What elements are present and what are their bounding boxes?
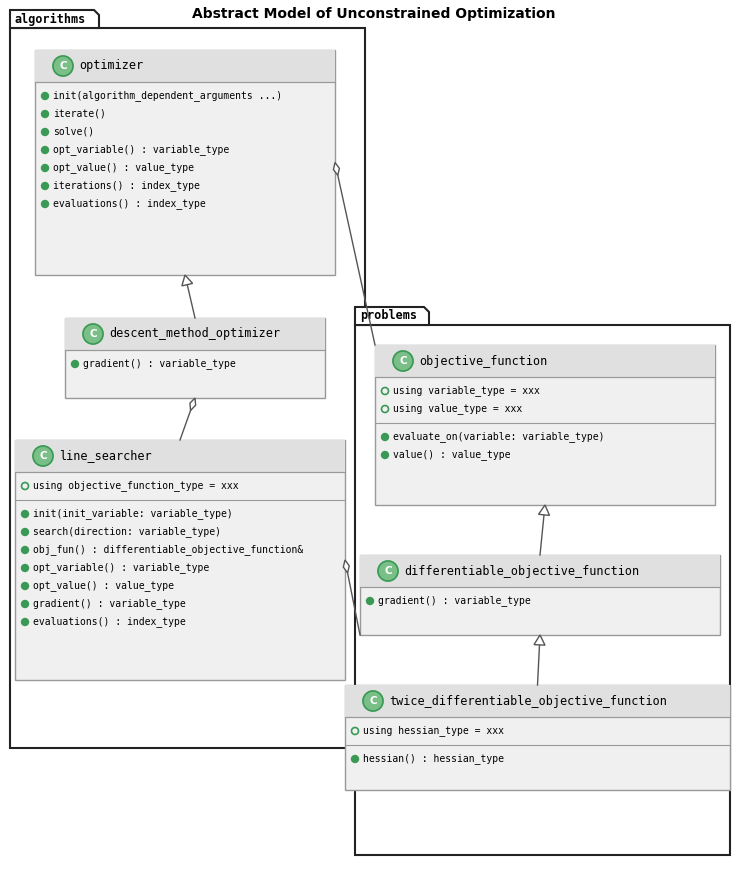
Bar <box>15 440 345 472</box>
Bar <box>375 345 715 377</box>
Circle shape <box>41 92 49 100</box>
Circle shape <box>41 201 49 207</box>
Text: Abstract Model of Unconstrained Optimization: Abstract Model of Unconstrained Optimiza… <box>192 7 556 21</box>
Bar <box>345 685 730 790</box>
Text: C: C <box>39 451 47 461</box>
Text: value() : value_type: value() : value_type <box>393 450 510 461</box>
Text: C: C <box>370 696 377 706</box>
Text: opt_value() : value_type: opt_value() : value_type <box>53 163 194 173</box>
Polygon shape <box>10 10 99 28</box>
Text: gradient() : variable_type: gradient() : variable_type <box>83 358 236 370</box>
Circle shape <box>363 691 383 711</box>
Circle shape <box>22 582 28 589</box>
Circle shape <box>22 565 28 572</box>
Polygon shape <box>355 307 429 325</box>
Bar <box>10 28 365 748</box>
Text: line_searcher: line_searcher <box>59 450 152 462</box>
Bar <box>345 685 730 717</box>
Text: descent_method_optimizer: descent_method_optimizer <box>109 327 280 340</box>
Text: obj_fun() : differentiable_objective_function&: obj_fun() : differentiable_objective_fun… <box>33 545 303 556</box>
Text: evaluations() : index_type: evaluations() : index_type <box>33 617 186 628</box>
Text: algorithms: algorithms <box>15 12 86 26</box>
Polygon shape <box>334 163 340 175</box>
Circle shape <box>33 446 53 466</box>
Polygon shape <box>190 398 196 411</box>
Circle shape <box>22 528 28 535</box>
Text: solve(): solve() <box>53 127 94 137</box>
Text: differentiable_objective_function: differentiable_objective_function <box>404 565 639 578</box>
Circle shape <box>381 434 388 441</box>
Bar <box>375 345 715 505</box>
Bar <box>15 440 345 680</box>
Circle shape <box>22 619 28 626</box>
Text: objective_function: objective_function <box>419 355 548 367</box>
Text: twice_differentiable_objective_function: twice_differentiable_objective_function <box>389 694 667 708</box>
Text: init(algorithm_dependent_arguments ...): init(algorithm_dependent_arguments ...) <box>53 91 282 101</box>
Bar <box>65 318 325 350</box>
Text: init(init_variable: variable_type): init(init_variable: variable_type) <box>33 509 233 519</box>
Text: C: C <box>384 566 392 576</box>
Text: optimizer: optimizer <box>79 60 143 73</box>
Polygon shape <box>182 275 192 286</box>
Text: using objective_function_type = xxx: using objective_function_type = xxx <box>33 481 239 492</box>
Circle shape <box>83 324 103 344</box>
Text: C: C <box>89 329 96 339</box>
Bar <box>360 555 720 587</box>
Circle shape <box>378 561 398 581</box>
Bar <box>355 325 730 855</box>
Text: problems: problems <box>360 309 417 323</box>
Circle shape <box>22 547 28 554</box>
Circle shape <box>352 756 358 763</box>
Circle shape <box>53 56 73 76</box>
Text: evaluations() : index_type: evaluations() : index_type <box>53 198 206 210</box>
Text: evaluate_on(variable: variable_type): evaluate_on(variable: variable_type) <box>393 431 604 443</box>
Text: search(direction: variable_type): search(direction: variable_type) <box>33 526 221 538</box>
Text: opt_variable() : variable_type: opt_variable() : variable_type <box>33 563 209 573</box>
Circle shape <box>393 351 413 371</box>
Circle shape <box>41 182 49 189</box>
Bar <box>35 50 335 82</box>
Text: gradient() : variable_type: gradient() : variable_type <box>33 598 186 610</box>
Circle shape <box>22 510 28 517</box>
Text: iterations() : index_type: iterations() : index_type <box>53 180 200 191</box>
Circle shape <box>72 361 79 367</box>
Text: opt_variable() : variable_type: opt_variable() : variable_type <box>53 145 229 156</box>
Bar <box>35 50 335 275</box>
Circle shape <box>41 164 49 172</box>
Text: C: C <box>399 356 407 366</box>
Text: using value_type = xxx: using value_type = xxx <box>393 404 522 414</box>
Polygon shape <box>343 560 349 573</box>
Bar <box>65 318 325 398</box>
Circle shape <box>41 147 49 154</box>
Text: iterate(): iterate() <box>53 109 106 119</box>
Text: using variable_type = xxx: using variable_type = xxx <box>393 386 540 396</box>
Polygon shape <box>539 505 550 516</box>
Circle shape <box>22 600 28 607</box>
Bar <box>360 555 720 635</box>
Circle shape <box>41 129 49 135</box>
Text: gradient() : variable_type: gradient() : variable_type <box>378 596 531 606</box>
Text: using hessian_type = xxx: using hessian_type = xxx <box>363 725 504 736</box>
Circle shape <box>367 597 373 605</box>
Circle shape <box>41 110 49 117</box>
Text: hessian() : hessian_type: hessian() : hessian_type <box>363 754 504 765</box>
Circle shape <box>381 452 388 459</box>
Text: C: C <box>59 61 67 71</box>
Polygon shape <box>534 635 545 645</box>
Text: opt_value() : value_type: opt_value() : value_type <box>33 581 174 591</box>
